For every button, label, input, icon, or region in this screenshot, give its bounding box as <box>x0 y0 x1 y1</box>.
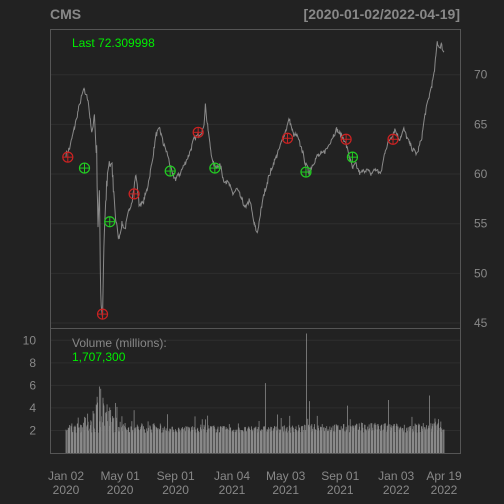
buy-signal-marker <box>300 166 312 178</box>
sell-signal-marker <box>128 188 140 200</box>
price-tick-label: 60 <box>474 167 488 181</box>
date-tick-year: 2022 <box>431 483 458 497</box>
date-tick-label: Jan 02 <box>48 469 84 483</box>
date-tick-year: 2020 <box>53 483 80 497</box>
date-tick-label: Sep 01 <box>157 469 195 483</box>
date-tick-label: Jan 03 <box>378 469 414 483</box>
volume-axis: 2 4 6 8 10 <box>23 333 37 437</box>
price-series-line <box>65 41 445 318</box>
sell-signal-marker <box>192 126 204 138</box>
date-tick-label: Jan 04 <box>214 469 250 483</box>
price-tick-label: 70 <box>474 68 488 82</box>
buy-signal-marker <box>164 165 176 177</box>
chart-date-range: [2020-01-02/2022-04-19] <box>304 6 460 22</box>
price-tick-label: 55 <box>474 217 488 231</box>
date-tick-year: 2022 <box>383 483 410 497</box>
price-tick-label: 65 <box>474 117 488 131</box>
date-tick-year: 2020 <box>162 483 189 497</box>
price-axis: 45 50 55 60 65 70 <box>474 68 488 330</box>
date-tick-label: Apr 19 <box>426 469 462 483</box>
volume-last-value: 1,707,300 <box>72 350 126 364</box>
chart-title: CMS <box>50 6 81 22</box>
price-grid <box>51 74 460 324</box>
price-tick-label: 45 <box>474 316 488 330</box>
volume-tick-label: 6 <box>29 378 36 392</box>
sell-signal-marker <box>281 132 294 144</box>
volume-tick-label: 2 <box>29 423 36 437</box>
date-tick-year: 2021 <box>272 483 299 497</box>
volume-tick-label: 8 <box>29 356 36 370</box>
date-tick-year: 2021 <box>219 483 246 497</box>
buy-signal-marker <box>209 162 221 174</box>
sell-signal-marker <box>62 151 74 163</box>
sell-signal-marker <box>96 308 109 320</box>
sell-signal-marker <box>387 133 399 145</box>
date-tick-label: May 01 <box>100 469 140 483</box>
buy-signal-marker <box>104 216 116 228</box>
volume-tick-label: 4 <box>29 401 36 415</box>
sell-signal-marker <box>340 133 352 145</box>
date-tick-label: Sep 01 <box>321 469 359 483</box>
volume-panel-frame <box>50 328 461 454</box>
date-tick-year: 2021 <box>327 483 354 497</box>
signal-markers <box>62 126 399 320</box>
volume-tick-label: 10 <box>23 333 37 347</box>
date-tick-label: May 03 <box>266 469 306 483</box>
price-tick-label: 50 <box>474 266 488 280</box>
last-price-label: Last 72.309998 <box>72 36 155 50</box>
volume-label: Volume (millions): <box>72 336 167 350</box>
date-tick-year: 2020 <box>107 483 134 497</box>
buy-signal-marker <box>78 162 91 174</box>
buy-signal-marker <box>346 151 359 163</box>
volume-bars <box>65 333 445 453</box>
